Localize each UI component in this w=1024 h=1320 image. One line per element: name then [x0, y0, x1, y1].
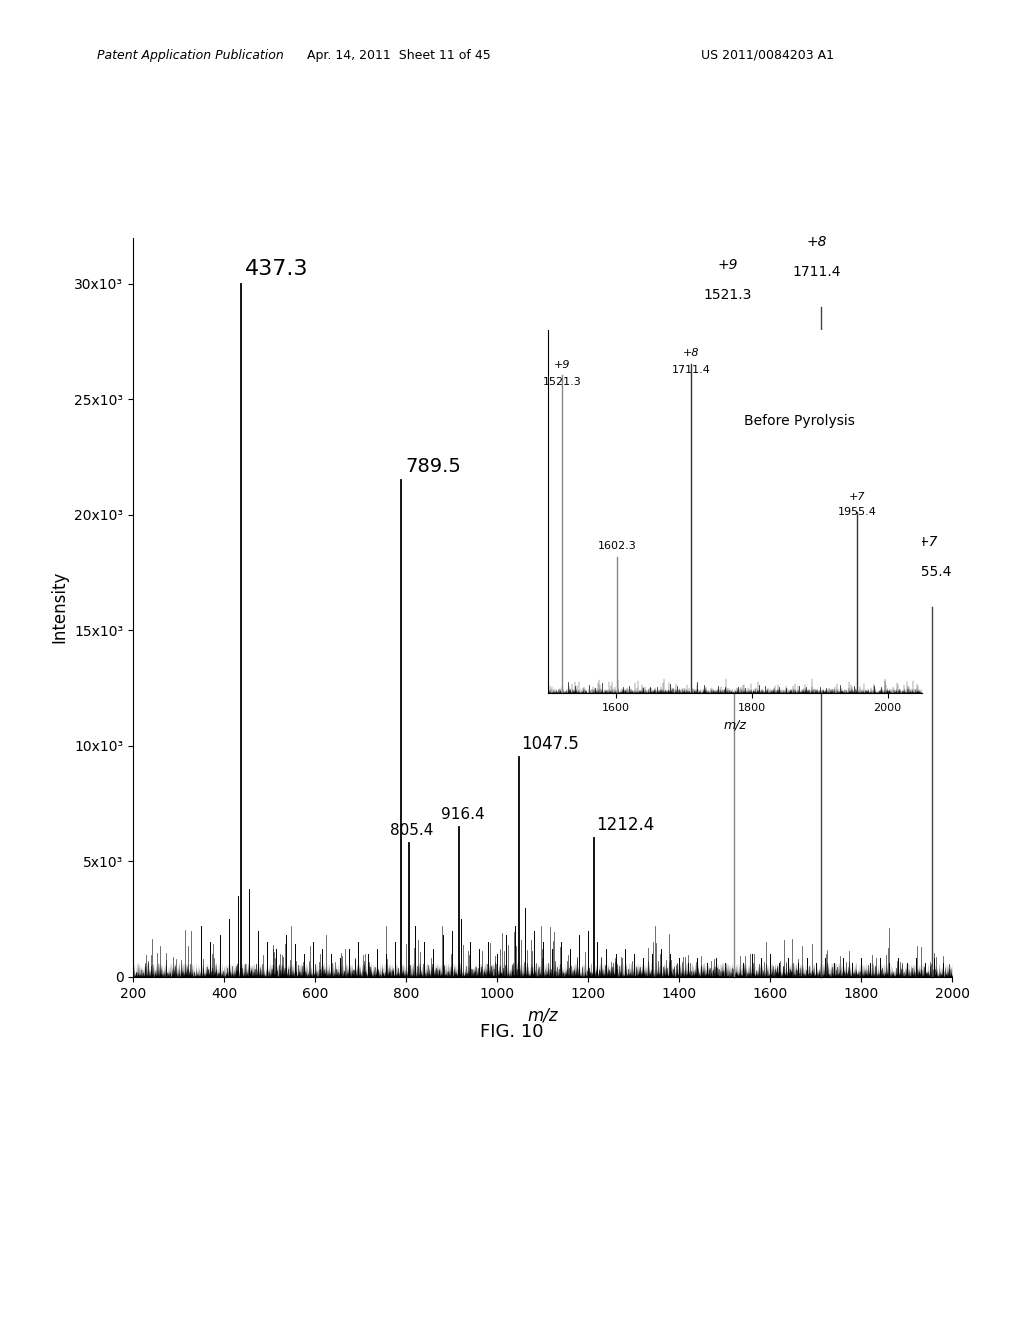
Text: 805.4: 805.4 — [389, 824, 433, 838]
Text: 1955.4: 1955.4 — [903, 565, 951, 579]
Text: 916.4: 916.4 — [441, 807, 484, 822]
Text: 1521.3: 1521.3 — [703, 288, 752, 302]
Text: +9: +9 — [718, 259, 738, 272]
Text: Apr. 14, 2011  Sheet 11 of 45: Apr. 14, 2011 Sheet 11 of 45 — [307, 49, 492, 62]
Text: 1047.5: 1047.5 — [521, 735, 579, 752]
Text: 1212.4: 1212.4 — [596, 816, 654, 834]
Text: 1602.3: 1602.3 — [598, 541, 637, 552]
Text: Before Pyrolysis: Before Pyrolysis — [743, 413, 855, 428]
Text: 789.5: 789.5 — [406, 457, 461, 475]
Text: Patent Application Publication: Patent Application Publication — [97, 49, 284, 62]
Text: FIG. 10: FIG. 10 — [480, 1023, 544, 1041]
Text: 1711.4: 1711.4 — [672, 366, 711, 375]
Text: +8: +8 — [806, 235, 826, 249]
X-axis label: m/z: m/z — [527, 1006, 558, 1024]
X-axis label: m/z: m/z — [723, 718, 746, 731]
Text: 1955.4: 1955.4 — [838, 507, 877, 517]
Text: US 2011/0084203 A1: US 2011/0084203 A1 — [701, 49, 835, 62]
Text: +7: +7 — [849, 492, 865, 503]
Text: 1711.4: 1711.4 — [793, 265, 841, 279]
Text: +9: +9 — [554, 360, 570, 370]
Text: 437.3: 437.3 — [245, 259, 308, 279]
Text: +8: +8 — [683, 348, 699, 358]
Text: 1521.3: 1521.3 — [543, 376, 582, 387]
Text: +7: +7 — [918, 536, 938, 549]
Y-axis label: Intensity: Intensity — [51, 572, 69, 643]
